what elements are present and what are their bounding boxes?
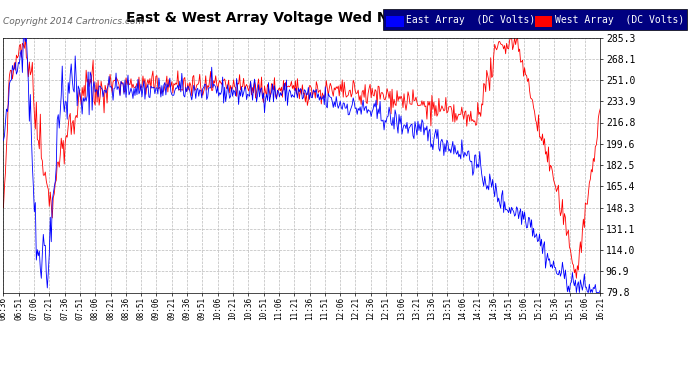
Text: East & West Array Voltage Wed Nov 12 16:28: East & West Array Voltage Wed Nov 12 16:… <box>126 11 481 25</box>
Text: Copyright 2014 Cartronics.com: Copyright 2014 Cartronics.com <box>3 17 145 26</box>
Text: West Array  (DC Volts): West Array (DC Volts) <box>555 15 684 25</box>
Text: East Array  (DC Volts): East Array (DC Volts) <box>406 15 535 25</box>
